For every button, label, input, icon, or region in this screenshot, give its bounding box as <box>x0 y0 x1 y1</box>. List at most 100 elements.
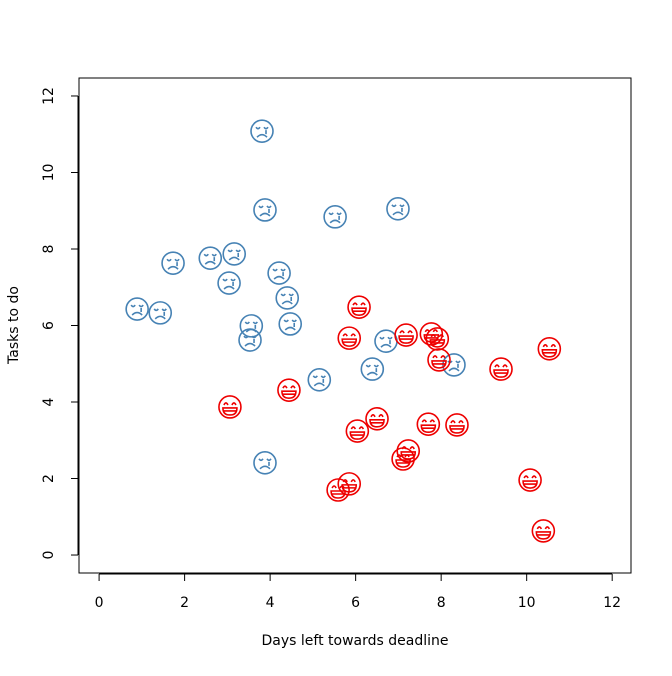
face-outline <box>250 119 274 143</box>
face-eyes <box>222 278 236 282</box>
face-eyes <box>391 204 405 208</box>
y-axis-label: Tasks to do <box>6 286 22 365</box>
face-eyes <box>421 419 436 423</box>
face-eyes <box>342 333 356 337</box>
face-outline <box>326 478 350 502</box>
point <box>445 413 469 437</box>
point <box>275 286 300 310</box>
face-eyes <box>312 375 326 379</box>
face-outline <box>537 337 562 361</box>
point <box>427 348 451 372</box>
face-outline <box>391 447 415 471</box>
face-outline <box>239 314 264 338</box>
face-outline <box>161 251 185 275</box>
face-outline <box>489 357 513 381</box>
face-eyes <box>258 458 272 462</box>
point <box>442 353 466 377</box>
face-outline <box>365 407 389 431</box>
x-axis-label: Days left towards deadline <box>262 633 449 649</box>
face-outline <box>125 297 149 321</box>
face-outline <box>267 261 291 285</box>
face-eyes <box>352 302 366 306</box>
face-mouth <box>273 272 285 280</box>
face-eyes <box>283 319 297 323</box>
face-outline <box>518 468 542 492</box>
face-eyes <box>244 321 258 325</box>
face-mouth <box>380 340 392 348</box>
face-mouth <box>522 480 538 489</box>
point <box>365 407 389 431</box>
face-eyes <box>450 420 464 424</box>
face-eyes <box>523 475 537 479</box>
face-eyes <box>258 205 272 209</box>
point <box>347 295 371 319</box>
face-eyes <box>166 258 180 262</box>
face-outline <box>416 412 441 436</box>
y-tick-label: 4 <box>41 397 57 406</box>
face-eyes <box>432 355 446 359</box>
point <box>386 197 410 221</box>
face-eyes <box>396 454 410 458</box>
point <box>253 451 277 475</box>
face-eyes <box>223 402 237 406</box>
face-outline <box>253 198 277 222</box>
face-mouth <box>395 459 411 468</box>
point <box>278 312 303 336</box>
face-outline <box>337 472 362 496</box>
x-tick-label: 0 <box>95 595 104 611</box>
face-outline <box>323 205 347 229</box>
face-mouth <box>330 490 346 499</box>
face-outline <box>277 378 301 402</box>
point <box>218 395 242 419</box>
point <box>374 329 398 353</box>
face-mouth <box>398 335 414 344</box>
face-eyes <box>542 344 557 348</box>
y-tick-label: 8 <box>41 245 57 254</box>
face-eyes <box>272 268 286 272</box>
face-mouth <box>341 338 358 347</box>
point <box>148 301 173 325</box>
face-mouth <box>429 339 446 348</box>
face-eyes <box>153 308 167 312</box>
face-outline <box>442 353 466 377</box>
face-outline <box>253 451 277 475</box>
point <box>416 412 441 436</box>
face-mouth <box>351 307 367 316</box>
point <box>518 468 542 492</box>
face-outline <box>218 395 242 419</box>
point <box>277 378 301 402</box>
point <box>345 419 370 443</box>
point <box>125 297 149 321</box>
point <box>360 357 385 381</box>
x-tick-label: 6 <box>351 595 360 611</box>
point <box>396 439 421 463</box>
face-outline <box>386 197 410 221</box>
face-mouth <box>167 262 179 270</box>
y-tick-label: 12 <box>41 87 57 105</box>
face-outline <box>337 326 362 350</box>
face-outline <box>360 357 385 381</box>
face-mouth <box>223 282 235 290</box>
face-eyes <box>243 335 257 339</box>
face-eyes <box>430 334 445 338</box>
face-mouth <box>281 296 293 305</box>
point <box>425 327 450 351</box>
face-mouth <box>448 363 460 372</box>
point <box>250 119 274 143</box>
x-tick-label: 2 <box>180 595 189 611</box>
face-mouth <box>256 130 268 138</box>
face-mouth <box>420 424 437 433</box>
face-mouth <box>329 215 341 224</box>
face-outline <box>445 413 469 437</box>
face-eyes <box>331 485 345 489</box>
face-eyes <box>255 126 269 130</box>
point <box>161 251 185 275</box>
face-mouth <box>154 311 166 320</box>
face-outline <box>278 312 303 336</box>
plot-frame <box>78 77 632 574</box>
face-eyes <box>350 426 365 430</box>
x-tick-label: 8 <box>437 595 446 611</box>
face-mouth <box>259 208 271 217</box>
face-mouth <box>281 390 297 399</box>
face-eyes <box>365 364 379 368</box>
